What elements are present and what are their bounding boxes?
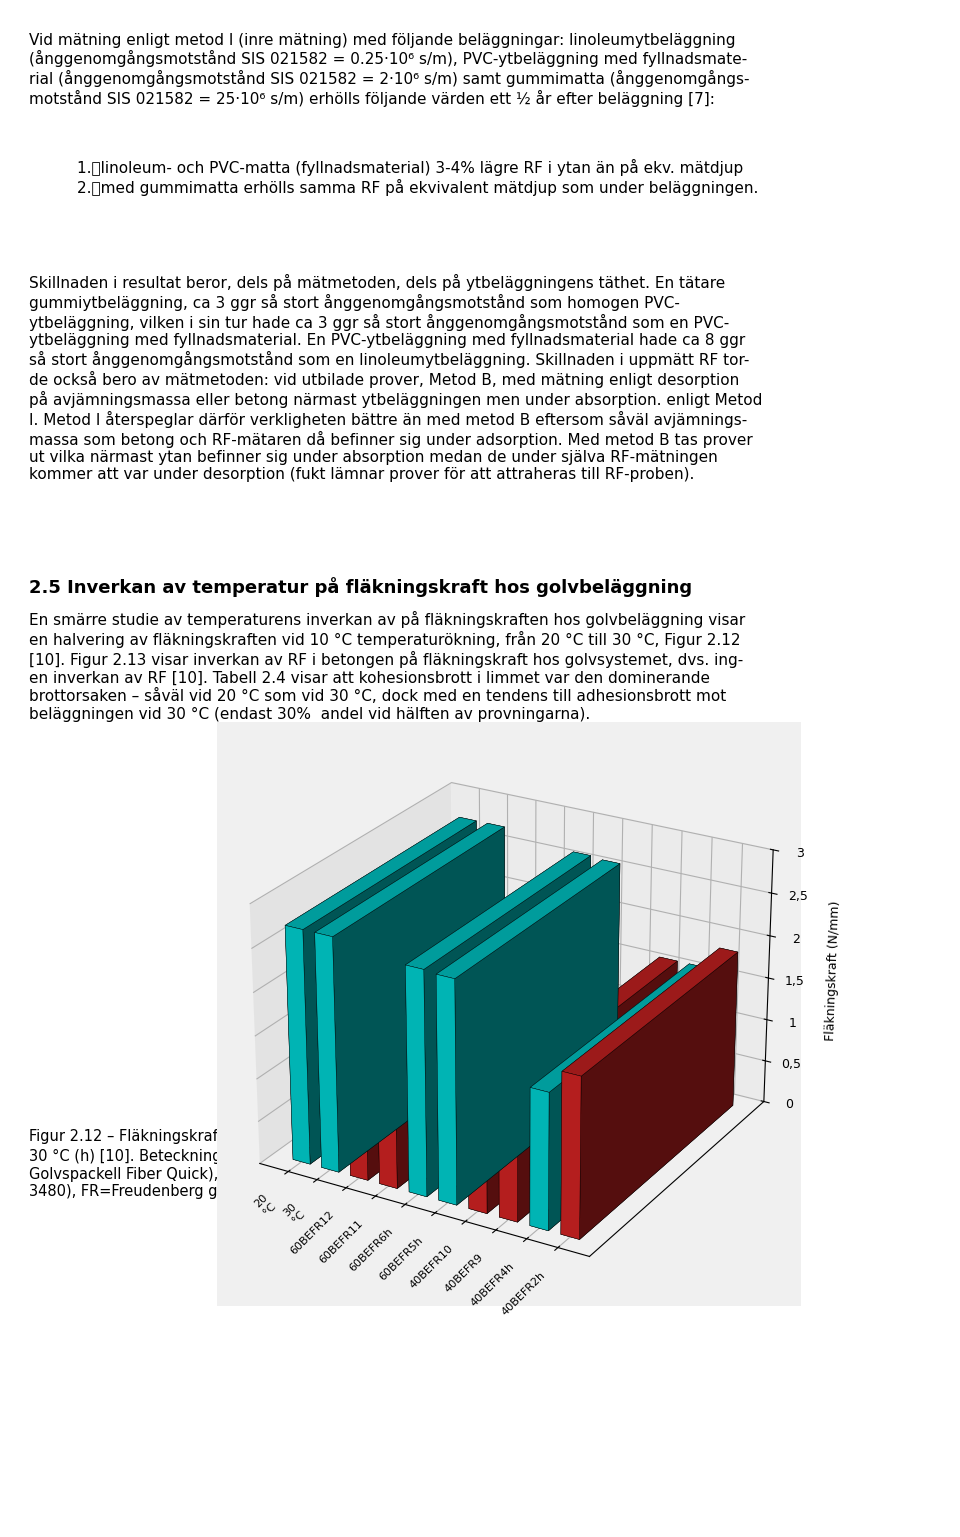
- Text: 8: 8: [475, 1283, 485, 1297]
- Text: 2.5 Inverkan av temperatur på fläkningskraft hos golvbeläggning: 2.5 Inverkan av temperatur på fläkningsk…: [29, 578, 692, 598]
- Text: Skillnaden i resultat beror, dels på mätmetoden, dels på ytbeläggningens täthet.: Skillnaden i resultat beror, dels på mät…: [29, 274, 762, 483]
- Text: Figur 2.12 – Fläkningskraft för golv på avjämningsmassa och betong, dels vid 20 : Figur 2.12 – Fläkningskraft för golv på …: [29, 1128, 708, 1199]
- Text: 1.	linoleum- och PVC-matta (fyllnadsmaterial) 3-4% lägre RF i ytan än på ekv. mä: 1. linoleum- och PVC-matta (fyllnadsmate…: [77, 160, 758, 197]
- Text: En smärre studie av temperaturens inverkan av på fläkningskraften hos golvbelägg: En smärre studie av temperaturens inverk…: [29, 612, 745, 721]
- Text: Vid mätning enligt metod I (inre mätning) med följande beläggningar: linoleumytb: Vid mätning enligt metod I (inre mätning…: [29, 32, 750, 108]
